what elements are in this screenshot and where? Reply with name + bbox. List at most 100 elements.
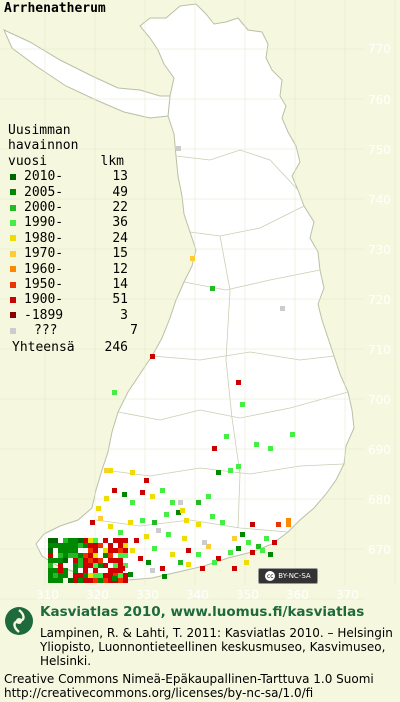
record-square [123, 578, 128, 583]
record-square [63, 573, 68, 578]
legend-item: 2005- 49 [8, 185, 138, 200]
record-square [78, 573, 83, 578]
record-square [122, 492, 127, 497]
legend-item-label: 2005- [24, 184, 64, 200]
record-square [58, 543, 63, 548]
record-square [130, 548, 135, 553]
record-square [73, 553, 78, 558]
legend-total-count: 246 [104, 339, 128, 355]
record-square [190, 256, 195, 261]
record-square [83, 568, 88, 573]
license-url[interactable]: http://creativecommons.org/licenses/by-n… [4, 686, 314, 700]
record-square [98, 543, 103, 548]
record-square [104, 496, 109, 501]
record-square [93, 573, 98, 578]
record-square [108, 543, 113, 548]
legend-item-label: 1990- [24, 215, 64, 231]
record-square [200, 566, 205, 571]
legend-item: 1980- 24 [8, 231, 138, 246]
record-square [246, 540, 251, 545]
footer-license: Creative Commons Nimeä-Epäkaupallinen-Ta… [4, 672, 398, 700]
record-square [140, 518, 145, 523]
x-tick-330: 330 [136, 588, 159, 602]
record-square [63, 543, 68, 548]
record-square [53, 578, 58, 583]
y-tick-710: 710 [368, 343, 391, 357]
record-square [123, 563, 128, 568]
record-square [88, 543, 93, 548]
record-square [113, 563, 118, 568]
record-square [93, 563, 98, 568]
x-tick-340: 340 [186, 588, 209, 602]
legend-item-label: 1980- [24, 230, 64, 246]
record-square [123, 538, 128, 543]
record-square [98, 516, 103, 521]
record-square [48, 578, 53, 583]
x-tick-360: 360 [286, 588, 309, 602]
record-square [160, 488, 165, 493]
legend-item-count: 49 [112, 184, 128, 200]
record-square [250, 522, 255, 527]
y-tick-720: 720 [368, 293, 391, 307]
record-square [113, 548, 118, 553]
record-square [83, 543, 88, 548]
record-square [178, 500, 183, 505]
record-square [232, 536, 237, 541]
record-square [73, 573, 78, 578]
legend-swatch [10, 235, 16, 242]
y-tick-700: 700 [368, 393, 391, 407]
record-square [58, 548, 63, 553]
record-square [118, 538, 123, 543]
y-tick-730: 730 [368, 243, 391, 257]
legend: Uusimman havainnon vuosi lkm 2010- 13 2005… [8, 123, 138, 355]
record-square [212, 446, 217, 451]
record-square [240, 402, 245, 407]
y-tick-690: 690 [368, 443, 391, 457]
record-square [58, 568, 63, 573]
record-square [186, 548, 191, 553]
record-square [286, 522, 291, 527]
record-square [130, 470, 135, 475]
record-square [176, 510, 181, 515]
record-square [68, 548, 73, 553]
footer: Kasviatlas 2010, www.luomus.fi/kasviatla… [0, 600, 400, 702]
legend-header-year: vuosi [8, 153, 48, 169]
record-square [236, 546, 241, 551]
record-square [164, 512, 169, 517]
record-square [48, 558, 53, 563]
legend-swatch [10, 250, 16, 257]
record-square [83, 563, 88, 568]
record-square [162, 574, 167, 579]
record-square [118, 578, 123, 583]
record-squares [48, 146, 295, 583]
record-square [48, 548, 53, 553]
record-square [152, 520, 157, 525]
record-square [280, 306, 285, 311]
y-tick-670: 670 [368, 543, 391, 557]
legend-total-label: Yhteensä [12, 339, 75, 355]
record-square [264, 536, 269, 541]
record-square [108, 568, 113, 573]
record-square [212, 560, 217, 565]
legend-swatch [10, 297, 16, 304]
record-square [202, 540, 207, 545]
record-square [96, 506, 101, 511]
legend-swatch [10, 220, 16, 227]
y-tick-680: 680 [368, 493, 391, 507]
record-square [53, 538, 58, 543]
record-square [220, 520, 225, 525]
record-square [63, 553, 68, 558]
record-square [113, 568, 118, 573]
map-title: Arrhenatherum [4, 1, 106, 16]
record-square [196, 500, 201, 505]
record-square [232, 566, 237, 571]
record-square [254, 442, 259, 447]
record-square [63, 538, 68, 543]
record-square [228, 550, 233, 555]
record-square [93, 548, 98, 553]
record-square [144, 478, 149, 483]
record-square [118, 563, 123, 568]
legend-item-label: 1970- [24, 246, 64, 262]
y-tick-750: 750 [368, 143, 391, 157]
record-square [53, 543, 58, 548]
